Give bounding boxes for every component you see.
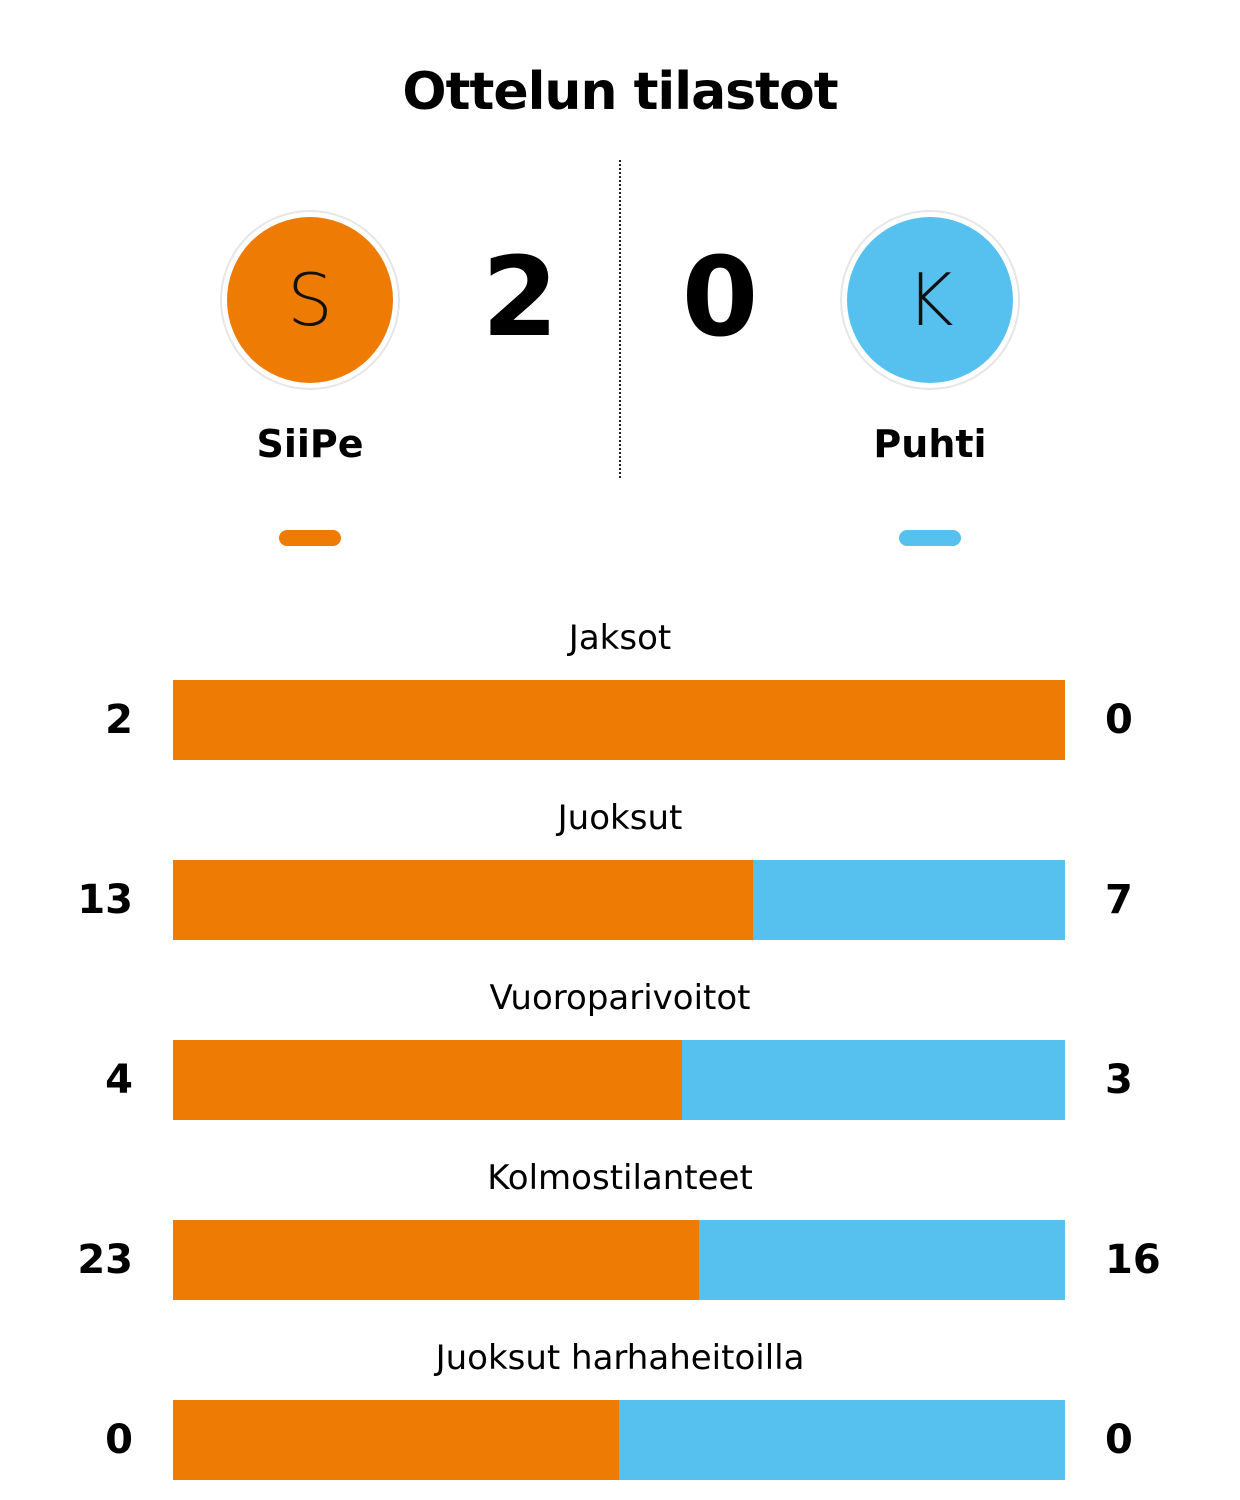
stat-bar-home-segment: [173, 680, 1065, 760]
stat-away-value: 0: [1105, 697, 1133, 743]
stat-home-value: 2: [105, 697, 133, 743]
stat-home-value: 13: [77, 877, 133, 923]
stat-bar-home-segment: [173, 860, 753, 940]
stat-label: Juoksut: [557, 798, 683, 838]
stat-label: Kolmostilanteet: [487, 1158, 753, 1198]
away-team-name: Puhti: [873, 422, 987, 466]
stat-home-value: 23: [77, 1237, 133, 1283]
stat-bar-away-segment: [619, 1400, 1065, 1480]
stat-home-value: 0: [105, 1417, 133, 1463]
score-divider: [619, 160, 621, 478]
stat-bar: [173, 680, 1065, 760]
stat-label: Juoksut harhaheitoilla: [435, 1338, 805, 1378]
stat-bar-home-segment: [173, 1040, 683, 1120]
stat-bar: [173, 860, 1065, 940]
home-team-logo: S: [220, 210, 400, 390]
stat-bar: [173, 1400, 1065, 1480]
stat-row: Jaksot 2 0: [0, 600, 1240, 780]
stat-home-value: 4: [105, 1057, 133, 1103]
stat-row: Kolmostilanteet 23 16: [0, 1140, 1240, 1320]
stat-away-value: 0: [1105, 1417, 1133, 1463]
stats-list: Jaksot 2 0 Juoksut 13 7 Vuoroparivoitot …: [0, 600, 1240, 1500]
stat-bar-home-segment: [173, 1220, 700, 1300]
stat-row: Juoksut harhaheitoilla 0 0: [0, 1320, 1240, 1500]
away-color-swatch: [899, 530, 961, 546]
stat-bar-away-segment: [752, 860, 1065, 940]
home-color-swatch: [279, 530, 341, 546]
stat-away-value: 7: [1105, 877, 1133, 923]
home-team-logo-letter: S: [227, 217, 393, 383]
stat-bar: [173, 1220, 1065, 1300]
stat-bar-away-segment: [682, 1040, 1065, 1120]
home-team-name: SiiPe: [256, 422, 364, 466]
stat-bar: [173, 1040, 1065, 1120]
stat-label: Jaksot: [568, 618, 672, 658]
page-title: Ottelun tilastot: [402, 62, 838, 122]
home-score: 2: [481, 233, 559, 361]
away-score: 0: [681, 233, 759, 361]
stat-label: Vuoroparivoitot: [489, 978, 751, 1018]
away-team-logo: K: [840, 210, 1020, 390]
stat-bar-home-segment: [173, 1400, 619, 1480]
stat-row: Vuoroparivoitot 4 3: [0, 960, 1240, 1140]
away-team-logo-letter: K: [847, 217, 1013, 383]
stat-away-value: 16: [1105, 1237, 1161, 1283]
stat-away-value: 3: [1105, 1057, 1133, 1103]
stat-bar-away-segment: [699, 1220, 1065, 1300]
stat-row: Juoksut 13 7: [0, 780, 1240, 960]
